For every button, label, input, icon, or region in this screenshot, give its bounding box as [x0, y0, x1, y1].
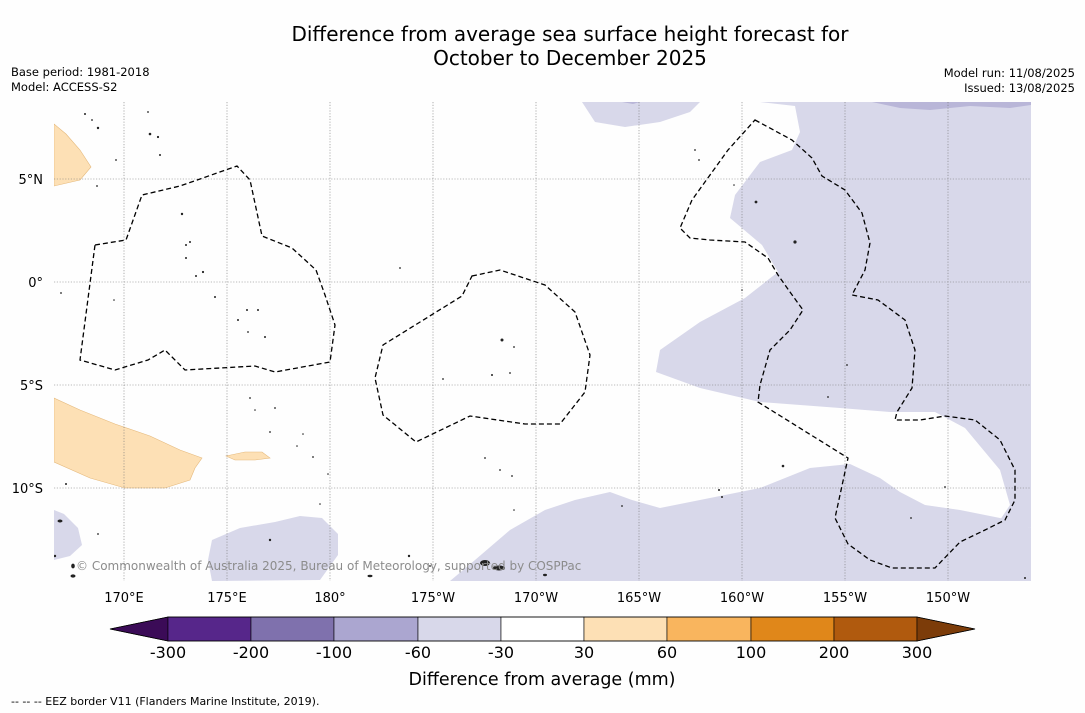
- meta-left: Base period: 1981-2018 Model: ACCESS-S2: [11, 65, 150, 95]
- longitude-labels: 170°E 175°E 180° 175°W 170°W 165°W 160°W…: [104, 591, 970, 606]
- lon-label-170w: 170°W: [514, 591, 558, 606]
- lon-label-155w: 155°W: [823, 591, 867, 606]
- lat-label-10s: 10°S: [12, 482, 43, 497]
- colorbar-ticks: -300 -200 -100 -60 -30 30 60 100 200 300: [150, 643, 932, 662]
- colorbar-tick: 100: [736, 643, 767, 662]
- north-central-anomaly: [582, 102, 700, 127]
- colorbar-tick: 300: [902, 643, 933, 662]
- meta-right: Model run: 11/08/2025 Issued: 13/08/2025: [944, 66, 1075, 96]
- lon-label-175e: 175°E: [207, 591, 247, 606]
- colorbar-tick: -300: [150, 643, 186, 662]
- stronger-negative-anomaly: [622, 102, 1031, 110]
- colorbar-segment-4: [417, 616, 502, 642]
- map-panel[interactable]: © Commonwealth of Australia 2025, Bureau…: [54, 102, 1031, 581]
- eez-line-islands: [679, 119, 1016, 569]
- islet-positive: [225, 451, 271, 461]
- islands: [54, 111, 1026, 579]
- lat-label-0: 0°: [28, 276, 43, 291]
- eez-borders: [79, 119, 1016, 569]
- negative-anomaly-areas: [54, 102, 1031, 581]
- east-anomaly-region: [656, 102, 1031, 528]
- lat-label-5s: 5°S: [20, 379, 43, 394]
- west-edge-anomaly: [54, 510, 82, 560]
- map-gridlines: [54, 102, 1031, 581]
- lon-label-175w: 175°W: [411, 591, 455, 606]
- eez-phoenix: [374, 269, 591, 443]
- model-run-text: Model run: 11/08/2025: [943, 66, 1075, 80]
- colorbar-tick: 200: [819, 643, 850, 662]
- colorbar-tick: -60: [405, 643, 431, 662]
- southwest-positive: [54, 397, 203, 489]
- footnote-eez: -- -- -- EEZ border V11 (Flanders Marine…: [11, 695, 320, 708]
- model-text: Model: ACCESS-S2: [11, 80, 118, 94]
- colorbar-tick: -200: [233, 643, 269, 662]
- south-central-anomaly: [450, 464, 1031, 581]
- lon-label-180: 180°: [314, 591, 345, 606]
- colorbar-segment-2: [250, 616, 335, 642]
- title-line-1: Difference from average sea surface heig…: [291, 22, 849, 46]
- colorbar-segment-8: [750, 616, 835, 642]
- colorbar-segment-7: [666, 616, 752, 642]
- positive-anomaly-areas: [54, 123, 271, 489]
- base-period-text: Base period: 1981-2018: [11, 65, 150, 79]
- issued-text: Issued: 13/08/2025: [964, 81, 1075, 95]
- colorbar-segment-3: [333, 616, 419, 642]
- lon-label-160w: 160°W: [720, 591, 764, 606]
- eez-kiribati-gilbert: [79, 165, 336, 373]
- colorbar-tick: 60: [657, 643, 677, 662]
- lon-label-150w: 150°W: [926, 591, 970, 606]
- lon-label-170e: 170°E: [104, 591, 144, 606]
- colorbar-segment-1: [167, 616, 252, 642]
- colorbar-segment-6: [583, 616, 668, 642]
- colorbar-tick: 30: [574, 643, 594, 662]
- colorbar: [109, 616, 976, 642]
- title-line-2: October to December 2025: [433, 46, 707, 70]
- southwest-anomaly: [208, 516, 338, 581]
- latitude-labels: 5°N 0° 5°S 10°S: [12, 173, 43, 497]
- chart-title: Difference from average sea surface heig…: [0, 22, 1085, 70]
- colorbar-low-extension: [109, 616, 169, 642]
- colorbar-segment-5: [500, 616, 585, 642]
- colorbar-tick: -100: [316, 643, 352, 662]
- copyright-text: © Commonwealth of Australia 2025, Bureau…: [76, 559, 581, 573]
- northwest-positive: [54, 123, 92, 187]
- colorbar-high-extension: [916, 616, 976, 642]
- lon-label-165w: 165°W: [617, 591, 661, 606]
- lat-label-5n: 5°N: [19, 173, 44, 188]
- colorbar-title: Difference from average (mm): [408, 670, 675, 690]
- colorbar-segment-9: [833, 616, 918, 642]
- colorbar-tick: -30: [488, 643, 514, 662]
